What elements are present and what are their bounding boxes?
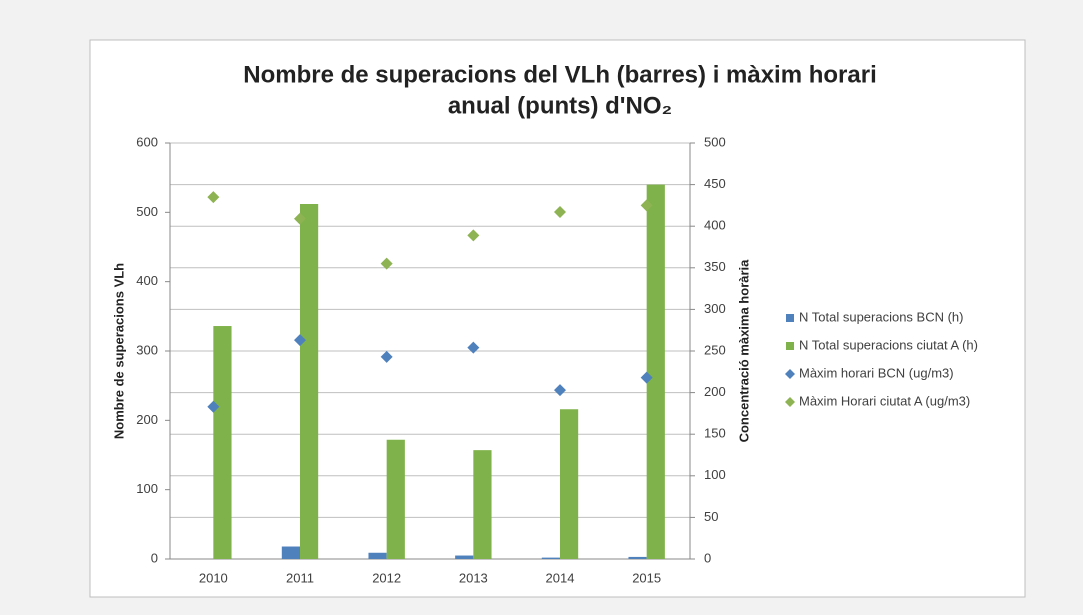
chart-title: anual (punts) d'NO₂ <box>448 92 672 119</box>
bar <box>560 409 579 559</box>
y2-tick-label: 250 <box>704 342 726 357</box>
point <box>380 350 393 363</box>
y2-tick-label: 200 <box>704 384 726 399</box>
x-tick-label: 2012 <box>372 570 401 585</box>
legend-marker <box>785 369 795 379</box>
y2-axis-label: Concentració màxima horària <box>736 259 751 443</box>
legend-marker <box>786 342 794 350</box>
y2-tick-label: 500 <box>704 134 726 149</box>
x-tick-label: 2014 <box>546 570 575 585</box>
point <box>467 229 480 242</box>
x-tick-label: 2013 <box>459 570 488 585</box>
point <box>380 257 393 270</box>
bar <box>386 439 405 559</box>
x-tick-label: 2010 <box>199 570 228 585</box>
chart-title: Nombre de superacions del VLh (barres) i… <box>243 61 877 88</box>
legend-label: N Total superacions ciutat A (h) <box>799 337 978 352</box>
bar <box>368 552 387 559</box>
point <box>207 191 220 204</box>
x-tick-label: 2015 <box>632 570 661 585</box>
point <box>554 384 566 397</box>
y2-tick-label: 400 <box>704 218 726 233</box>
bar <box>541 557 560 559</box>
point <box>554 206 566 219</box>
point <box>294 334 306 347</box>
point <box>640 371 653 384</box>
y2-tick-label: 100 <box>704 467 726 482</box>
legend-label: Màxim Horari ciutat A (ug/m3) <box>799 393 970 408</box>
bar <box>646 184 665 559</box>
y-tick-label: 400 <box>136 273 158 288</box>
point <box>207 400 220 413</box>
y2-tick-label: 350 <box>704 259 726 274</box>
y-tick-label: 300 <box>136 342 158 357</box>
bar <box>455 555 474 559</box>
y-tick-label: 200 <box>136 412 158 427</box>
legend-marker <box>786 314 794 322</box>
y-tick-label: 500 <box>136 204 158 219</box>
y2-tick-label: 50 <box>704 509 718 524</box>
y2-tick-label: 150 <box>704 426 726 441</box>
legend-marker <box>785 397 795 407</box>
bar <box>473 450 492 559</box>
y2-tick-label: 300 <box>704 301 726 316</box>
legend-label: Màxim horari BCN (ug/m3) <box>799 365 954 380</box>
bar <box>213 326 232 559</box>
point <box>467 341 480 354</box>
y-axis-label: Nombre de superacions VLh <box>111 263 126 439</box>
bar <box>300 204 319 559</box>
chart-area <box>89 39 1026 598</box>
y-tick-label: 0 <box>151 550 158 565</box>
y2-tick-label: 450 <box>704 176 726 191</box>
y-tick-label: 600 <box>136 134 158 149</box>
point <box>294 212 306 225</box>
y-tick-label: 100 <box>136 481 158 496</box>
bar <box>281 546 300 559</box>
y2-tick-label: 0 <box>704 550 711 565</box>
point <box>640 199 653 212</box>
x-tick-label: 2011 <box>286 570 314 585</box>
legend-label: N Total superacions BCN (h) <box>799 309 964 324</box>
bar <box>628 556 647 559</box>
